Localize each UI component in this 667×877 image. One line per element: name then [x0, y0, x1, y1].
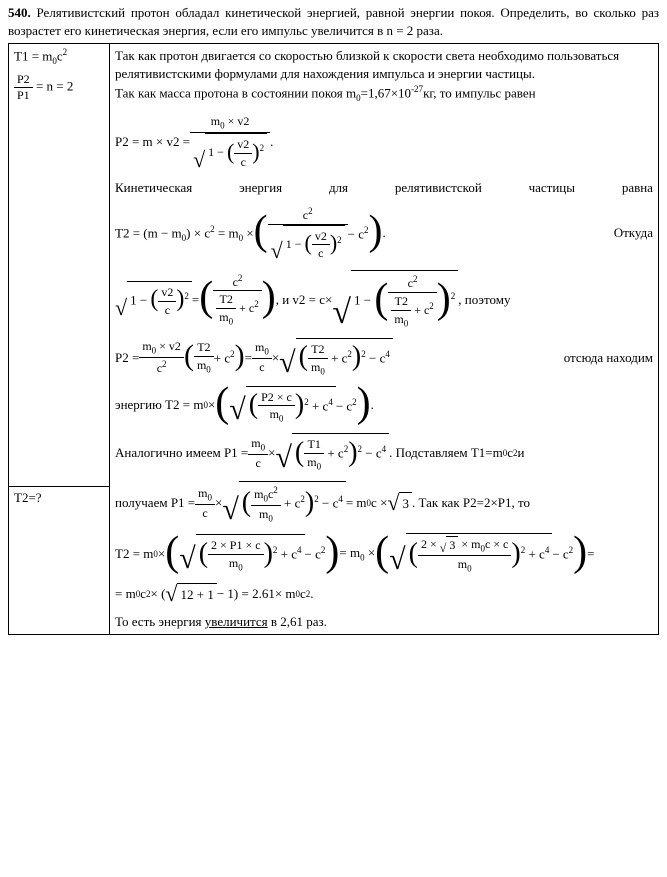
eq-p1-calc: получаем P1 = m0c × √(m0c2m0 + c2)2 − c4…	[115, 481, 653, 525]
eq-p2: P2 = m × v2 = m0 × v2 √1 − (v2c)2 .	[115, 113, 653, 171]
eq-final-num: = m0c2 × ( √12 + 1 − 1) = 2.61× m0c2 .	[115, 583, 653, 605]
given-frac: P2 P1 = n = 2	[14, 72, 104, 103]
eq-t2: T2 = (m − m0) × c2 = m0 × ( c2 √1 − (v2c…	[115, 205, 653, 262]
given-line1: T1 = m0c2	[14, 47, 104, 66]
given-cell-2: T2=?	[9, 487, 110, 635]
solution-p3: Кинетическая энергия для релятивистской …	[115, 179, 653, 197]
problem-statement: 540. Релятивистский протон обладал кинет…	[8, 4, 659, 39]
given-cell-1: T1 = m0c2 P2 P1 = n = 2	[9, 44, 110, 487]
find-label: T2=?	[14, 490, 104, 506]
solution-cell: Так как протон двигается со скоростью бл…	[110, 44, 659, 635]
solution-p2: Так как масса протона в состоянии покоя …	[115, 83, 653, 105]
eq-p1-analog: Аналогично имеем P1 = m0c × √(T1m0 + c2)…	[115, 433, 653, 473]
solution-table: T1 = m0c2 P2 P1 = n = 2 Так как протон д…	[8, 43, 659, 635]
problem-number: 540.	[8, 5, 31, 20]
eq-sqrt-v2: √1 − (v2c)2 = ( c2 T2m0 + c2 ) , и v2 = …	[115, 270, 653, 330]
problem-text: Релятивистский протон обладал кинетическ…	[8, 5, 659, 38]
solution-conclusion: То есть энергия увеличится в 2,61 раз.	[115, 613, 653, 631]
solution-p1: Так как протон двигается со скоростью бл…	[115, 47, 653, 83]
eq-p2-expand: P2 = m0 × v2c2 ( T2m0 + c2 ) = m0c × √(T…	[115, 338, 653, 378]
eq-t2-energy: энергию T2 = m0 × ( √(P2 × cm0)2 + c4 − …	[115, 386, 653, 426]
eq-t2-final-chain: T2 = m0 × ( √(2 × P1 × cm0)2 + c4 − c2 )…	[115, 533, 653, 575]
